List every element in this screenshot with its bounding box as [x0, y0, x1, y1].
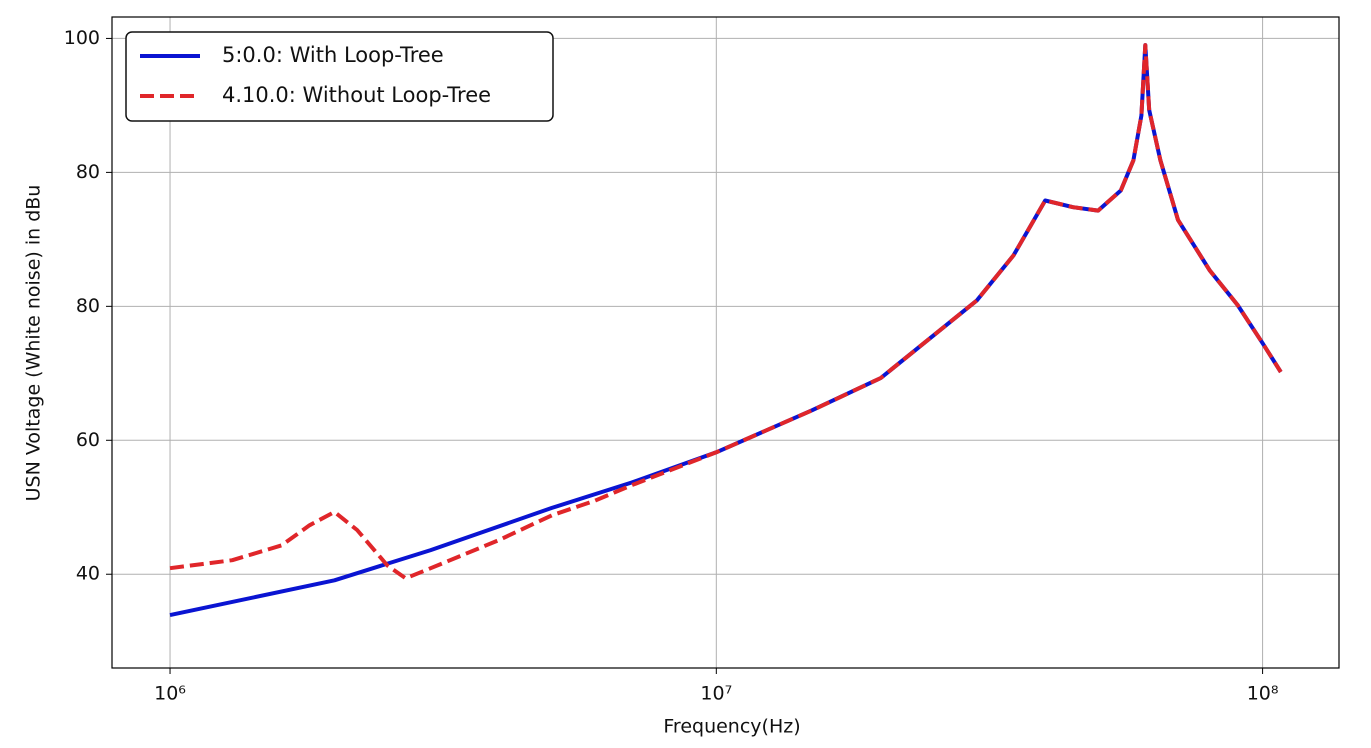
y-tick-label: 60 — [76, 429, 100, 451]
y-tick-label: 40 — [76, 563, 100, 585]
x-axis-label: Frequency(Hz) — [663, 716, 800, 738]
y-tick-label: 80 — [76, 295, 100, 317]
legend-label: 5:0.0: With Loop-Tree — [222, 43, 444, 67]
x-tick-label: 10⁸ — [1247, 683, 1279, 705]
series-line — [169, 43, 1283, 581]
series-line — [169, 43, 1283, 618]
legend-label: 4.10.0: Without Loop-Tree — [222, 83, 491, 107]
legend: 5:0.0: With Loop-Tree 4.10.0: Without Loo… — [125, 31, 554, 122]
plot-frame — [111, 16, 1340, 669]
x-tick-label: 10⁷ — [700, 683, 732, 705]
y-axis-label: USN Voltage (White noise) in dBu — [23, 185, 45, 502]
y-tick-label: 80 — [76, 161, 100, 183]
x-tick-label: 10⁶ — [154, 683, 186, 705]
y-tick-label: 100 — [64, 27, 100, 49]
legend-box — [125, 31, 554, 122]
